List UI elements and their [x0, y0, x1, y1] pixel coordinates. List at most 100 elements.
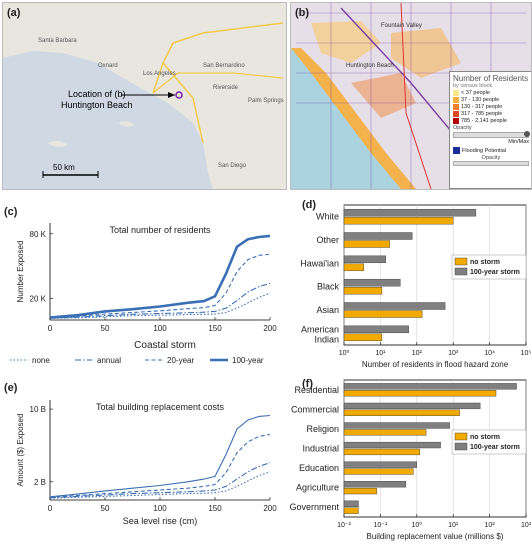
bar-no-storm — [343, 286, 383, 295]
category-label: Education — [299, 463, 339, 473]
bar-no-storm — [343, 409, 460, 416]
category-label: Residential — [294, 385, 339, 395]
x-tick-label: 10³ — [521, 522, 532, 529]
bar-100-year-storm — [343, 383, 517, 390]
bar-100-year-storm — [343, 500, 359, 507]
legend-swatch — [453, 96, 459, 103]
x-tick-label: 10² — [412, 350, 423, 357]
category-label: Commercial — [291, 404, 339, 414]
series-line-annual — [49, 462, 271, 499]
chart-title: Total building replacement costs — [96, 402, 225, 412]
bar-no-storm — [343, 216, 454, 225]
x-axis-label: Building replacement value (millions $) — [367, 532, 504, 541]
category-label: Agriculture — [296, 483, 339, 493]
map-place: Oxnard — [98, 63, 118, 69]
legend-swatch — [454, 257, 468, 266]
regional-map: (a) Santa Barbara Los Angeles San Bernar… — [2, 2, 287, 190]
panel-label-d: (d) — [302, 199, 317, 211]
bar-100-year-storm — [343, 208, 477, 217]
opacity-slider[interactable] — [453, 131, 530, 138]
x-tick-label: 10⁻¹ — [373, 522, 387, 529]
x-tick-label: 10⁻² — [337, 522, 351, 529]
y-axis-label: Amount ($) Exposed — [16, 414, 25, 487]
minmax-button[interactable]: Min/Max — [508, 139, 529, 145]
x-tick-label: 10⁰ — [339, 349, 350, 357]
x-tick-label: 150 — [208, 324, 222, 333]
legend-title: Number of Residents — [453, 74, 529, 83]
category-label: Religion — [306, 424, 339, 434]
panel-label-e: (e) — [4, 382, 18, 394]
legend-item: 37 - 130 people — [450, 96, 531, 103]
opacity-slider-2[interactable] — [453, 161, 529, 166]
legend-swatch — [453, 110, 459, 117]
legend-items: < 37 people 37 - 130 people 130 - 317 peop… — [450, 89, 531, 124]
bar-no-storm — [343, 468, 414, 475]
map-place: Riverside — [213, 85, 239, 91]
bar-no-storm — [343, 263, 365, 272]
bar-100-year-storm — [343, 402, 481, 410]
y-tick-label: 80 K — [30, 230, 47, 239]
bar-no-storm — [343, 429, 427, 436]
location-annotation: Huntington Beach — [61, 100, 133, 110]
bar-no-storm — [343, 448, 420, 456]
chart-title: Total number of residents — [109, 225, 211, 235]
legend-item-label: < 37 people — [461, 89, 490, 96]
x-tick-label: 50 — [101, 324, 110, 333]
legend-label: 100-year storm — [470, 444, 520, 451]
opacity-label: Opacity — [481, 155, 501, 161]
panel-label-b: (b) — [295, 7, 310, 19]
opacity-label: Opacity — [453, 125, 472, 131]
category-label: Black — [317, 282, 340, 292]
local-map: (b) Fountain Valley Huntington Beach Num… — [290, 2, 532, 190]
legend-swatch — [453, 117, 459, 124]
bar-no-storm — [343, 310, 423, 318]
legend-label: annual — [97, 356, 121, 365]
legend-label: no storm — [470, 259, 500, 266]
category-label: Other — [316, 235, 339, 245]
y-axis-label: Number Exposed — [16, 241, 25, 303]
x-tick-label: 10¹ — [448, 522, 459, 529]
legend-item-label: 317 - 785 people — [461, 110, 503, 117]
slider-handle[interactable] — [524, 131, 530, 137]
legend-item-label: 785 - 2,141 people — [461, 117, 507, 124]
regional-map-drawing — [3, 3, 286, 189]
map-place: Los Angeles — [143, 71, 176, 77]
map-place: San Diego — [218, 163, 247, 169]
category-label: Hawai'ian — [300, 258, 339, 268]
bar-no-storm — [343, 507, 359, 514]
legend-swatch — [454, 267, 468, 276]
y-tick-label: 20 K — [30, 294, 47, 303]
series-line-100-year — [49, 234, 271, 319]
x-tick-label: 10⁵ — [521, 350, 532, 357]
y-tick-label: 2 B — [34, 478, 46, 487]
bar-no-storm — [343, 487, 378, 495]
x-tick-label: 200 — [263, 504, 277, 513]
location-marker — [175, 91, 183, 99]
bar-100-year-storm — [343, 481, 407, 488]
map-legend: Number of Residents by census block < 37… — [449, 71, 531, 189]
location-annotation: Location of (b) — [68, 89, 126, 99]
bar-100-year-storm — [343, 441, 441, 449]
category-label: Industrial — [302, 444, 339, 454]
series-line-20-year — [49, 433, 271, 498]
map-place: Santa Barbara — [38, 38, 77, 44]
bar-no-storm — [343, 240, 390, 248]
bar-100-year-storm — [343, 422, 450, 429]
legend-subtitle: by census block — [453, 83, 493, 89]
x-axis-label: Number of residents in flood hazard zone — [362, 360, 509, 369]
y-tick-label: 10 B — [30, 405, 46, 414]
series-line-none — [49, 292, 271, 319]
flood-legend-label: Flooding Potential — [462, 147, 507, 154]
x-tick-label: 10⁴ — [484, 350, 495, 357]
x-tick-label: 10³ — [448, 350, 459, 357]
legend-item: 785 - 2,141 people — [450, 117, 531, 124]
bar-100-year-storm — [343, 278, 401, 287]
bar-no-storm — [343, 390, 497, 397]
legend-title: Coastal storm — [134, 340, 196, 351]
bar-100-year-storm — [343, 255, 386, 264]
series-line-20-year — [49, 253, 271, 319]
legend-swatch — [454, 432, 468, 441]
building-bar-chart: 10⁻² 10⁻¹ 10⁰ 10¹ 10² 10³ Building replacement… — [290, 379, 532, 541]
legend-swatch — [454, 442, 468, 451]
panel-label-a: (a) — [7, 7, 21, 19]
